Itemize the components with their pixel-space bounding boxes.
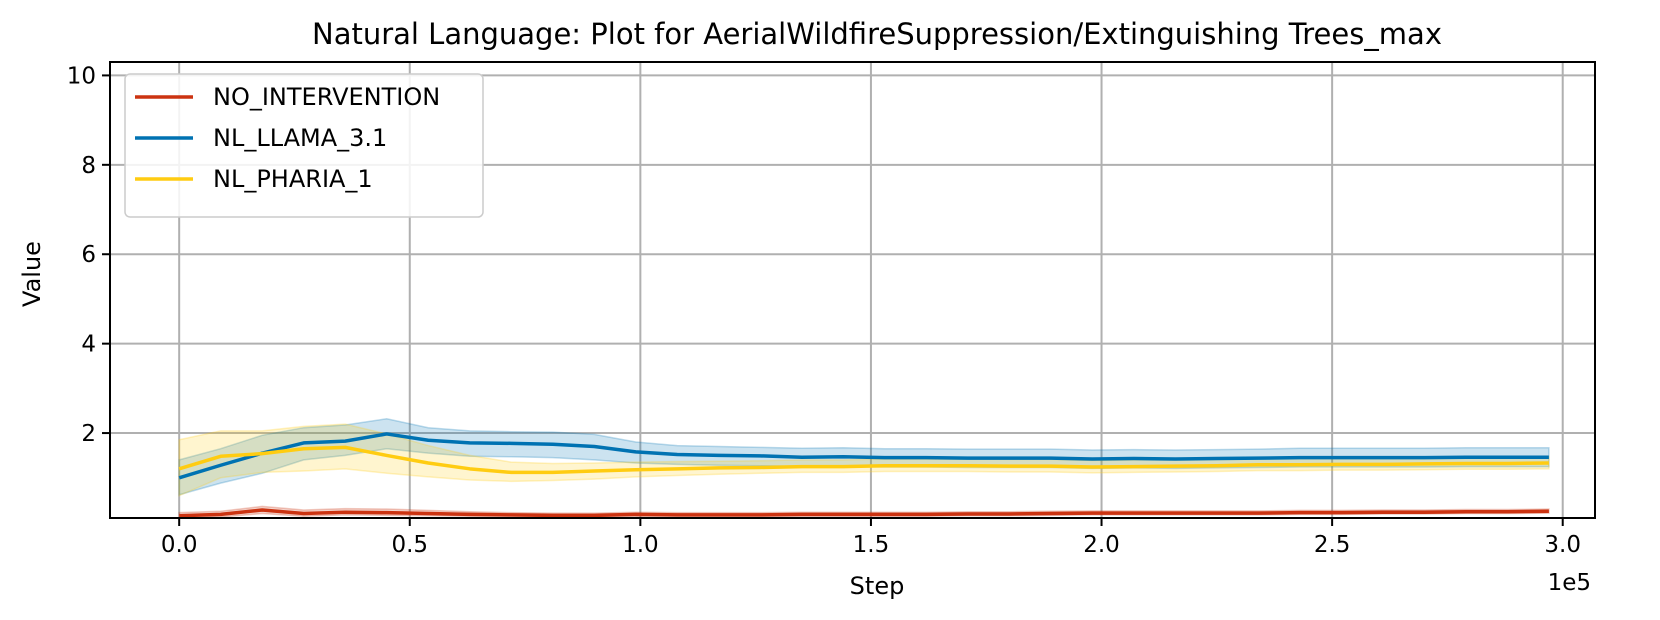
x-tick-label: 2.5 [1314,532,1351,558]
x-tick-label: 1.5 [853,532,890,558]
axis-ticks: 0.0 0.5 1.0 1.5 2.0 2.5 3.0 2 4 6 8 10 [67,63,1581,558]
line-no-intervention [179,508,1549,518]
line-nl-llama-3-1 [178,432,1549,480]
band-nl-pharia-1 [178,423,1550,497]
x-tick-label: 3.0 [1544,532,1581,558]
y-tick-label: 10 [67,63,96,89]
x-tick-label: 2.0 [1083,532,1120,558]
legend-label-nl-llama-3-1: NL_LLAMA_3.1 [213,124,387,152]
x-tick-label: 1.0 [622,532,659,558]
chart-title: Natural Language: Plot for AerialWildfir… [312,17,1442,51]
series-lines [178,432,1549,518]
line-nl-pharia-1 [178,445,1549,475]
legend: NO_INTERVENTION NL_LLAMA_3.1 NL_PHARIA_1 [124,73,484,218]
y-tick-label: 8 [81,153,96,179]
x-axis-offset-label: 1e5 [1548,570,1591,596]
y-tick-label: 4 [81,332,96,358]
legend-label-no-intervention: NO_INTERVENTION [213,83,440,111]
y-axis-label: Value [18,241,46,307]
plot-frame [109,61,1596,519]
x-tick-label: 0.5 [391,532,428,558]
x-tick-label: 0.0 [161,532,198,558]
y-tick-label: 2 [81,421,96,447]
legend-box [124,73,484,218]
legend-label-nl-pharia-1: NL_PHARIA_1 [213,165,373,193]
x-axis-label: Step [850,572,905,600]
y-tick-label: 6 [81,242,96,268]
